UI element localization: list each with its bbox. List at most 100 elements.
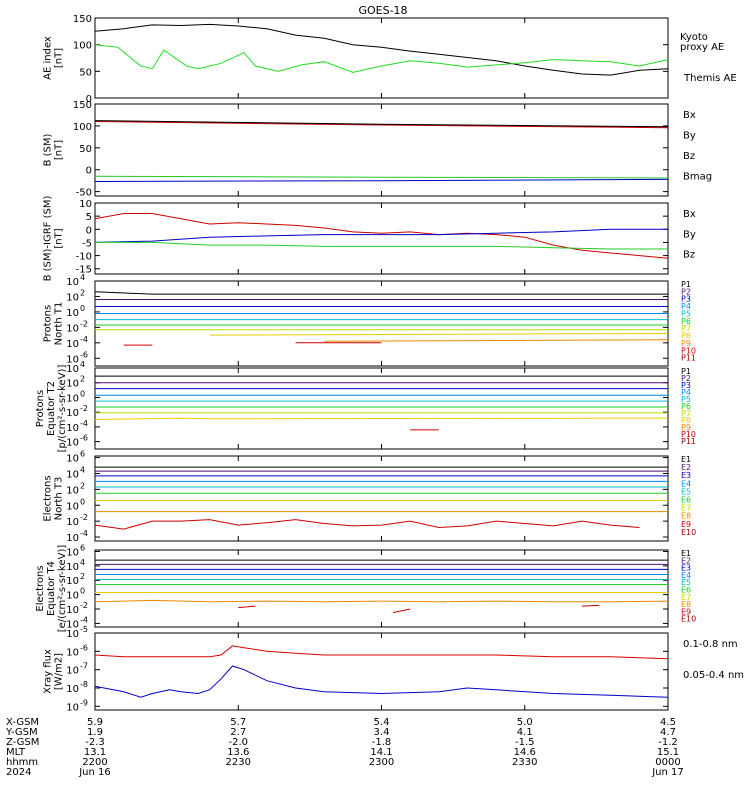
legend-entry: P11: [681, 354, 696, 363]
y-tick-label: 10: [66, 454, 79, 465]
y-tick-label: 10: [66, 277, 79, 288]
y-tick-label: 10: [66, 379, 79, 390]
y-tick-label: 10: [66, 469, 79, 480]
legend-entry: P6: [681, 317, 691, 326]
series-line-bx: [94, 228, 668, 243]
y-tick-label: 10: [66, 666, 79, 677]
y-tick-exponent: -4: [80, 335, 88, 344]
y-tick-label: 10: [66, 485, 79, 496]
y-tick-label: 150: [73, 14, 92, 25]
legend-entry: Kyoto: [680, 32, 708, 43]
ephemeris-row-label: X-GSM: [6, 717, 39, 728]
y-tick-label: 10: [66, 619, 79, 630]
series-line-themis-ae: [94, 23, 669, 76]
legend-entry: E8: [681, 600, 691, 609]
ephemeris-value: 0000: [655, 757, 680, 768]
y-tick-label: 10: [66, 364, 79, 375]
series-line-by: [94, 175, 669, 179]
ephemeris-value: -2.3: [85, 737, 105, 748]
y-axis-label: [nT]: [54, 140, 65, 160]
series-line-bx: [94, 178, 669, 182]
ephemeris-value: 14.6: [514, 747, 536, 758]
ephemeris-value: 15.1: [657, 747, 679, 758]
legend-entry: E7: [681, 504, 691, 513]
series-line-e9-segment: [392, 608, 411, 614]
legend-entry: E7: [681, 593, 691, 602]
y-tick-label: 50: [79, 67, 92, 78]
y-axis-label: [nT]: [54, 228, 65, 248]
series-line-bz: [94, 121, 669, 129]
y-axis-label: Equator T4: [46, 561, 57, 616]
y-tick-exponent: -2: [80, 513, 88, 522]
legend-entry: E3: [681, 471, 691, 480]
legend-entry: P11: [681, 437, 696, 446]
ephemeris-value: 5.9: [87, 717, 103, 728]
legend-entry: E4: [681, 479, 691, 488]
panel-frame-electrons_north_t3: [94, 455, 669, 542]
legend-entry: P9: [681, 423, 691, 432]
y-axis-label: Electrons: [35, 565, 46, 611]
y-tick-exponent: -8: [80, 680, 88, 689]
legend-entry: P5: [681, 309, 691, 318]
y-tick-label: 10: [66, 354, 79, 365]
panel-frame-b_sm: [94, 103, 669, 197]
series-line-p1: [94, 291, 668, 295]
y-tick-exponent: -7: [80, 662, 88, 671]
y-tick-label: 100: [73, 41, 92, 52]
y-axis-label: AE index: [43, 36, 54, 80]
legend-entry: Bmag: [683, 171, 712, 182]
ephemeris-value: 14.1: [370, 747, 392, 758]
y-tick-exponent: 2: [80, 375, 85, 384]
y-tick-label: 10: [66, 292, 79, 303]
series-line-bz: [94, 213, 669, 259]
legend-entry: P1: [681, 367, 691, 376]
y-tick-exponent: -4: [80, 419, 88, 428]
y-tick-exponent: 6: [80, 450, 85, 459]
legend-entry: P8: [681, 332, 691, 341]
y-axis-label: B (SM): [43, 133, 54, 166]
y-tick-label: 10: [66, 339, 79, 350]
ephemeris-value: Jun 17: [651, 767, 684, 778]
legend-entry: E1: [681, 549, 691, 558]
panel-frame-xray_flux: [94, 632, 669, 711]
legend-entry: E5: [681, 578, 691, 587]
y-tick-label: 10: [66, 501, 79, 512]
y-tick-exponent: 2: [80, 481, 85, 490]
y-tick-label: 10: [66, 684, 79, 695]
panel-frame-b_minus_igrf: [94, 202, 669, 275]
y-tick-label: 10: [79, 199, 92, 210]
ephemeris-value: 13.6: [227, 747, 249, 758]
y-tick-exponent: 0: [80, 304, 85, 313]
y-tick-exponent: 0: [80, 497, 85, 506]
y-tick-exponent: 0: [80, 587, 85, 596]
y-axis-label: North T3: [54, 477, 65, 521]
ephemeris-value: 2.7: [230, 727, 246, 738]
legend-entry: E2: [681, 463, 691, 472]
y-tick-exponent: -9: [80, 698, 88, 707]
ephemeris-value: 2300: [369, 757, 394, 768]
legend-entry: E2: [681, 556, 691, 565]
legend-entry: E8: [681, 512, 691, 521]
ephemeris-value: 2330: [512, 757, 537, 768]
y-tick-label: 10: [66, 393, 79, 404]
y-tick-label: 10: [66, 423, 79, 434]
panel-frame-protons_equator_t2: [94, 367, 669, 450]
legend-entry: Bx: [683, 110, 696, 121]
legend-entry: P4: [681, 388, 691, 397]
y-tick-exponent: -4: [80, 615, 88, 624]
legend-entry: P4: [681, 302, 691, 311]
ephemeris-row-label: Z-GSM: [6, 737, 39, 748]
y-axis-label: B (SM)-IGRF (SM): [43, 196, 54, 282]
y-axis-label: Equator T2: [46, 381, 57, 436]
ephemeris-value: 5.4: [374, 717, 390, 728]
legend-entry: P1: [681, 280, 691, 289]
legend-entry: E5: [681, 487, 691, 496]
legend-entry: E6: [681, 586, 691, 595]
ephemeris-row-label: hhmm: [6, 757, 38, 768]
plot-title: GOES-18: [358, 4, 407, 17]
series-line-p8: [94, 417, 669, 420]
y-tick-label: 10: [66, 408, 79, 419]
ephemeris-row-label: Y-GSM: [5, 727, 38, 738]
ephemeris-value: 13.1: [84, 747, 106, 758]
